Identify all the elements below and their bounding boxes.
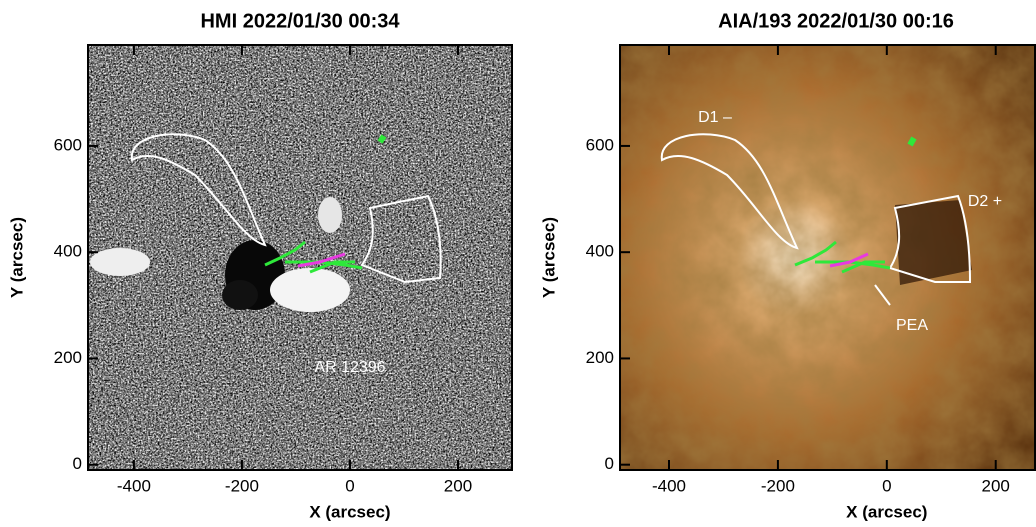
x-axis-label: X (arcsec) [846, 502, 927, 521]
annotation: AR 12396 [314, 359, 385, 376]
y-tick-label: 600 [54, 135, 82, 154]
annotation: D1 – [698, 109, 732, 126]
y-tick-label: 200 [54, 348, 82, 367]
figure: -400 -200 0 200 0 200 400 600 HMI 2022/01/30 00:… [0, 0, 1036, 527]
y-axis-label: Y (arcsec) [539, 217, 558, 298]
chart-title: AIA/193 2022/01/30 00:16 [718, 10, 954, 32]
x-tick-label: 0 [345, 476, 354, 495]
x-tick-label: -400 [117, 476, 151, 495]
x-tick-label: -200 [225, 476, 259, 495]
annotation: PEA [896, 317, 928, 334]
x-axis-label: X (arcsec) [309, 502, 390, 521]
y-tick-label: 0 [605, 454, 614, 473]
x-tick-label: -400 [652, 476, 686, 495]
y-tick-label: 0 [73, 454, 82, 473]
x-tick-label: 0 [882, 476, 891, 495]
magnetogram-image [88, 45, 512, 470]
y-tick-label: 200 [586, 348, 614, 367]
y-axis-label: Y (arcsec) [7, 217, 26, 298]
x-tick-label: -200 [761, 476, 795, 495]
y-tick-label: 400 [586, 242, 614, 261]
x-tick-label: 200 [444, 476, 472, 495]
annotation: D2 + [968, 193, 1002, 210]
y-tick-label: 600 [586, 135, 614, 154]
y-tick-label: 400 [54, 242, 82, 261]
x-tick-label: 200 [982, 476, 1010, 495]
chart-title: HMI 2022/01/30 00:34 [200, 10, 400, 32]
euv-image [620, 45, 1036, 470]
